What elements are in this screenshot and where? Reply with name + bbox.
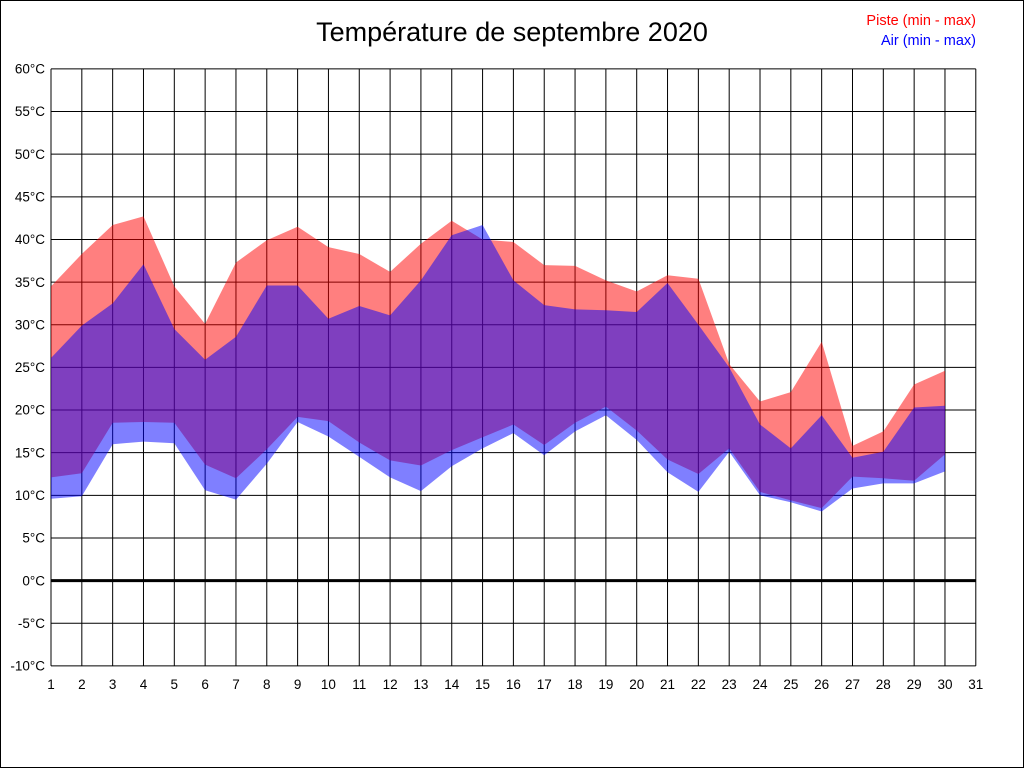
- x-axis-tick-label: 16: [506, 677, 521, 692]
- x-axis-tick-label: 29: [907, 677, 922, 692]
- x-axis-tick-label: 1: [47, 677, 55, 692]
- chart-title: Température de septembre 2020: [316, 17, 708, 47]
- x-axis-tick-label: 23: [722, 677, 737, 692]
- x-axis-tick-label: 19: [598, 677, 613, 692]
- x-axis-tick-label: 7: [232, 677, 240, 692]
- x-axis-tick-label: 14: [444, 677, 460, 692]
- x-axis-tick-label: 20: [629, 677, 644, 692]
- chart-legend: Piste (min - max) Air (min - max): [866, 11, 976, 51]
- y-axis-tick-label: 25°C: [15, 360, 45, 375]
- y-axis-tick-label: 20°C: [15, 403, 45, 418]
- x-axis-tick-label: 13: [413, 677, 428, 692]
- x-axis-tick-label: 12: [383, 677, 398, 692]
- x-axis-tick-label: 15: [475, 677, 490, 692]
- x-axis-tick-label: 18: [568, 677, 583, 692]
- y-axis-tick-label: 45°C: [15, 190, 45, 205]
- y-axis-tick-label: 35°C: [15, 275, 45, 290]
- y-axis-tick-label: 50°C: [15, 147, 45, 162]
- y-axis-tick-label: 10°C: [15, 488, 45, 503]
- x-axis-tick-label: 31: [968, 677, 983, 692]
- x-axis-tick-label: 22: [691, 677, 706, 692]
- x-axis-tick-label: 28: [876, 677, 891, 692]
- y-axis-tick-label: 40°C: [15, 232, 45, 247]
- x-axis-tick-label: 8: [263, 677, 271, 692]
- x-axis-tick-label: 9: [294, 677, 302, 692]
- x-axis-tick-label: 27: [845, 677, 860, 692]
- x-axis-tick-label: 2: [78, 677, 86, 692]
- x-axis-tick-label: 17: [537, 677, 552, 692]
- x-axis-tick-label: 6: [201, 677, 209, 692]
- y-axis-tick-label: 60°C: [15, 62, 45, 77]
- legend-entry-piste: Piste (min - max): [866, 13, 976, 29]
- x-axis-tick-label: 5: [171, 677, 179, 692]
- x-axis-tick-label: 26: [814, 677, 829, 692]
- x-axis-tick-label: 25: [783, 677, 798, 692]
- x-axis-tick-label: 21: [660, 677, 675, 692]
- legend-entry-air: Air (min - max): [880, 33, 976, 49]
- y-axis-tick-label: -5°C: [18, 616, 45, 631]
- x-axis-tick-label: 3: [109, 677, 117, 692]
- x-axis-tick-label: 24: [752, 677, 768, 692]
- x-axis-tick-label: 11: [352, 677, 366, 692]
- y-axis-tick-label: 5°C: [22, 531, 45, 546]
- x-axis-tick-label: 30: [937, 677, 952, 692]
- y-axis-tick-label: 0°C: [22, 573, 45, 588]
- y-axis-tick-label: 15°C: [15, 445, 45, 460]
- y-axis-tick-label: -10°C: [10, 659, 45, 674]
- air-band: [51, 225, 945, 512]
- y-axis-tick-label: 30°C: [15, 317, 45, 332]
- y-axis-tick-label: 55°C: [15, 104, 45, 119]
- x-axis-tick-label: 10: [321, 677, 336, 692]
- x-axis-tick-label: 4: [140, 677, 148, 692]
